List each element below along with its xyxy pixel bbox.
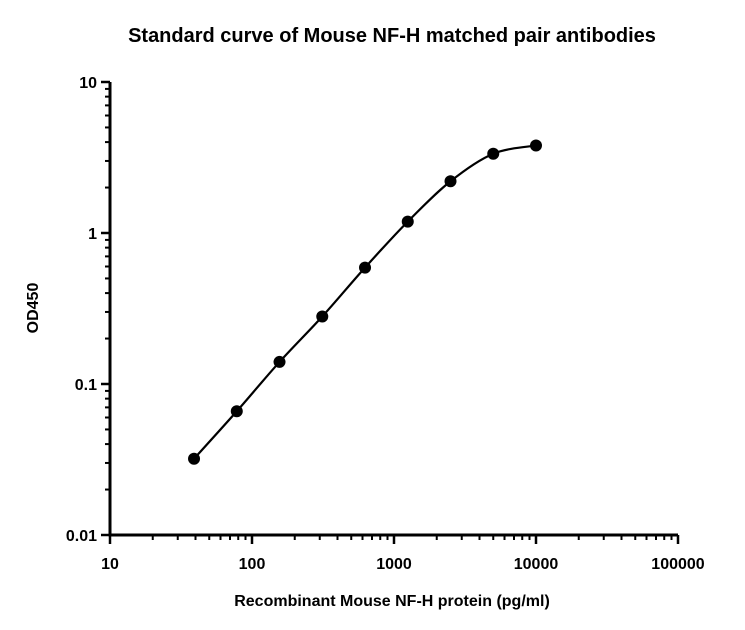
x-axis-label: Recombinant Mouse NF-H protein (pg/ml) <box>234 593 550 610</box>
x-tick-label: 100 <box>239 556 266 573</box>
data-points <box>188 139 542 465</box>
x-tick-label: 10 <box>101 556 119 573</box>
data-point <box>359 261 372 274</box>
data-point <box>530 139 542 152</box>
y-tick-label: 0.01 <box>66 528 97 545</box>
fit-curve <box>193 144 537 460</box>
data-point <box>273 355 286 368</box>
chart-title: Standard curve of Mouse NF-H matched pai… <box>128 25 656 47</box>
x-tick-label: 10000 <box>514 556 559 573</box>
y-tick-label: 1 <box>88 226 97 243</box>
data-point <box>316 310 329 323</box>
y-axis: 0.01 0.1 1 10 <box>66 75 112 545</box>
data-point <box>444 175 457 188</box>
x-axis: 10 100 1000 10000 100000 <box>101 533 705 573</box>
x-tick-label: 1000 <box>376 556 412 573</box>
data-point <box>487 147 500 160</box>
data-point <box>188 452 201 465</box>
y-tick-label: 0.1 <box>75 377 97 394</box>
y-tick-label: 10 <box>79 75 97 92</box>
y-axis-label: OD450 <box>25 283 42 334</box>
data-point <box>230 405 243 418</box>
data-point <box>401 215 414 228</box>
x-tick-label: 100000 <box>651 556 704 573</box>
